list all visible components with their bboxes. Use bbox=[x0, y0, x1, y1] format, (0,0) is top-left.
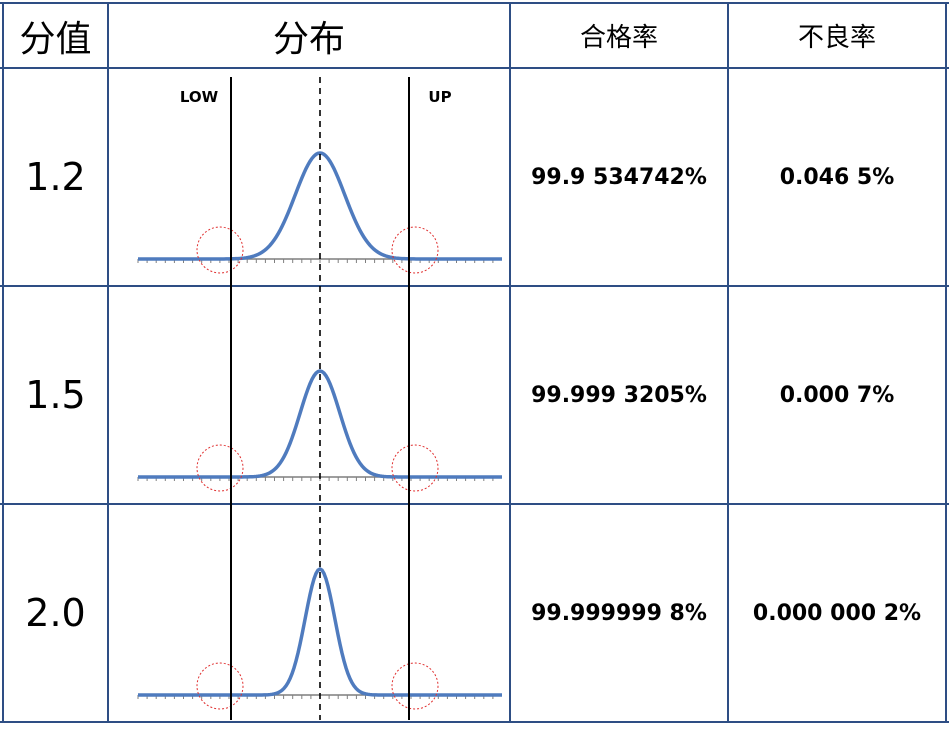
score-cell: 2.0 bbox=[25, 591, 86, 635]
table-border-left bbox=[2, 2, 4, 723]
header-score: 分值 bbox=[19, 18, 92, 60]
score-cell: 1.5 bbox=[25, 373, 86, 417]
pass-rate-cell: 99.999999 8% bbox=[531, 600, 707, 626]
upper-tail-circle bbox=[391, 444, 439, 492]
lower-tail-circle bbox=[196, 226, 244, 274]
lower-limit-label: LOW bbox=[180, 88, 219, 106]
lower-tail-circle bbox=[196, 662, 244, 710]
lower-tail-circle bbox=[196, 444, 244, 492]
header-pass-rate: 合格率 bbox=[579, 23, 658, 53]
column-divider bbox=[727, 2, 729, 723]
upper-limit-label: UP bbox=[428, 88, 451, 106]
curves-layer bbox=[137, 151, 502, 710]
distribution-curve bbox=[138, 566, 502, 697]
header-distribution: 分布 bbox=[272, 18, 345, 60]
defect-rate-cell: 0.046 5% bbox=[779, 164, 895, 190]
table-border-bottom bbox=[0, 721, 949, 723]
upper-tail-circle bbox=[391, 226, 439, 274]
score-cell: 1.2 bbox=[25, 155, 86, 199]
defect-rate-cell: 0.000 7% bbox=[779, 382, 895, 408]
table-border-top bbox=[0, 2, 949, 4]
defect-rate-cell: 0.000 000 2% bbox=[752, 600, 922, 626]
column-divider bbox=[509, 2, 511, 723]
table-border-right bbox=[945, 2, 947, 723]
row-divider bbox=[0, 503, 949, 505]
distribution-curve bbox=[138, 369, 502, 479]
header-defect-rate: 不良率 bbox=[797, 23, 876, 53]
distribution-curve bbox=[138, 151, 502, 261]
pass-rate-cell: 99.9 534742% bbox=[531, 164, 707, 190]
column-divider bbox=[107, 2, 109, 723]
row-divider bbox=[0, 285, 949, 287]
pass-rate-cell: 99.999 3205% bbox=[531, 382, 707, 408]
header-divider bbox=[0, 67, 949, 69]
upper-tail-circle bbox=[391, 662, 439, 710]
